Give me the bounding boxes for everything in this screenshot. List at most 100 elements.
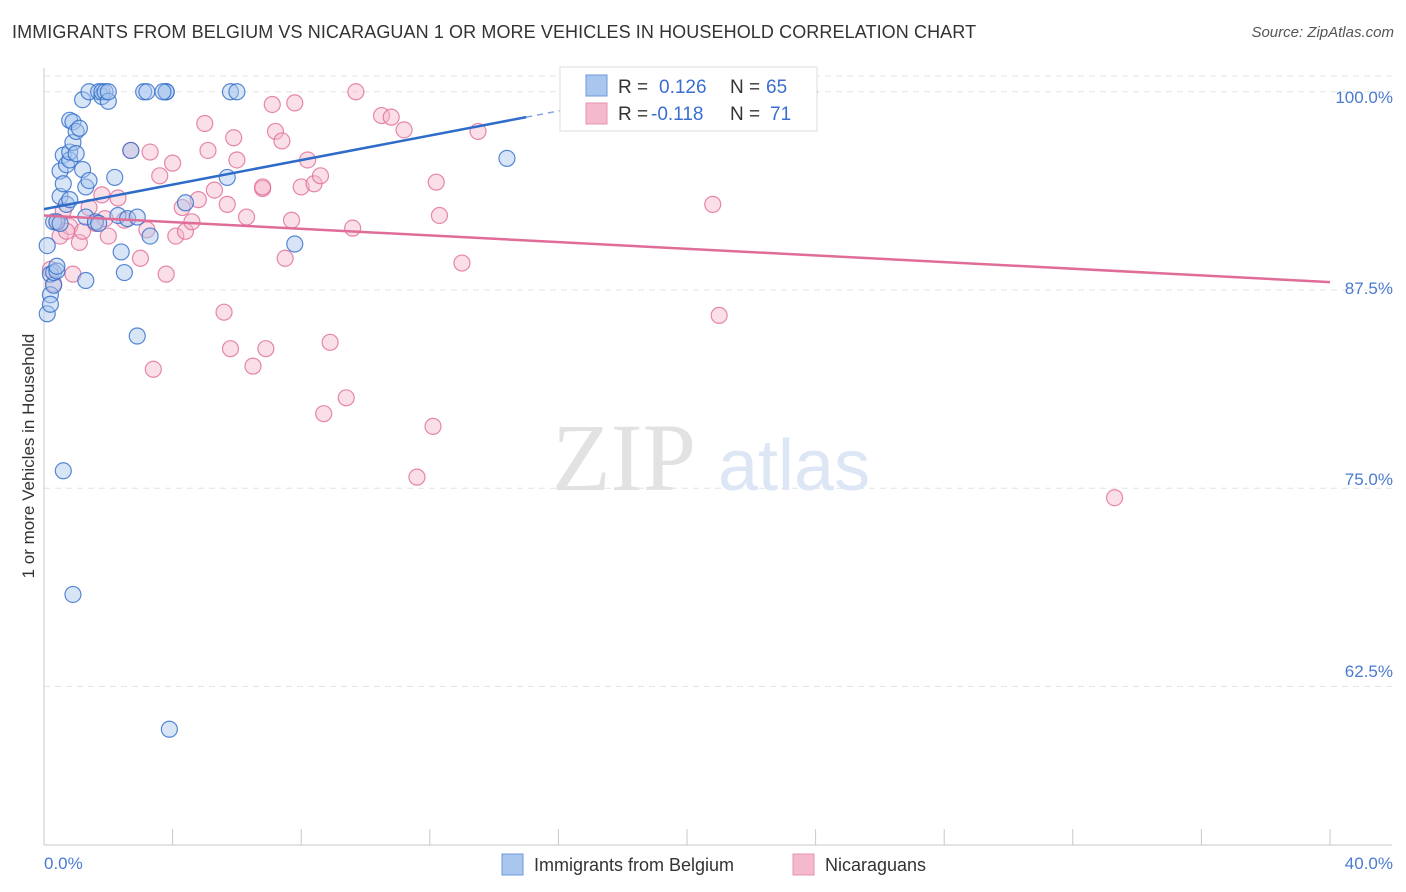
nicaraguans-point-22 bbox=[167, 227, 185, 245]
nicaraguans-point-59 bbox=[427, 173, 445, 191]
nicaraguans-point-52 bbox=[344, 219, 362, 237]
belgium-point-62 bbox=[498, 149, 516, 167]
nicaraguans-point-58 bbox=[424, 417, 442, 435]
nicaraguans-point-69 bbox=[141, 143, 159, 161]
series-belgium bbox=[38, 83, 516, 738]
y-tick-label-100: 100.0% bbox=[1335, 88, 1393, 107]
nicaraguans-point-7 bbox=[70, 233, 88, 252]
nicaraguans-point-49 bbox=[315, 405, 333, 423]
belgium-point-48 bbox=[122, 141, 140, 160]
belgium-point-49 bbox=[128, 208, 146, 226]
nicaraguans-point-45 bbox=[292, 178, 310, 196]
trend-belgium bbox=[43, 115, 527, 211]
stats-n-label-nicaraguans: N = bbox=[730, 104, 760, 125]
belgium-point-63 bbox=[154, 83, 172, 101]
stats-n-value-nicaraguans: 71 bbox=[770, 104, 791, 125]
trend-nicaraguans bbox=[43, 214, 1331, 284]
watermark-atlas: atlas bbox=[718, 426, 870, 506]
stats-n-value-belgium: 65 bbox=[766, 77, 787, 98]
belgium-point-61 bbox=[286, 235, 304, 253]
nicaraguans-point-31 bbox=[218, 195, 236, 213]
nicaraguans-point-16 bbox=[131, 249, 150, 267]
nicaraguans-point-5 bbox=[61, 217, 79, 236]
belgium-point-53 bbox=[141, 227, 159, 245]
nicaraguans-point-64 bbox=[710, 306, 728, 324]
nicaraguans-point-33 bbox=[225, 129, 243, 147]
nicaraguans-point-34 bbox=[228, 151, 246, 169]
belgium-point-25 bbox=[64, 113, 82, 131]
y-axis-label: 1 or more Vehicles in Household bbox=[19, 334, 38, 579]
nicaraguans-point-63 bbox=[704, 195, 722, 213]
y-tick-labels: 100.0% 87.5% 75.0% 62.5% bbox=[1335, 88, 1393, 681]
nicaraguans-point-13 bbox=[109, 189, 127, 207]
bottom-legend-swatch-belgium bbox=[501, 853, 524, 876]
nicaraguans-point-50 bbox=[321, 333, 339, 351]
nicaraguans-point-20 bbox=[157, 265, 175, 283]
belgium-point-41 bbox=[99, 92, 117, 110]
belgium-point-28 bbox=[70, 119, 88, 137]
chart-source: Source: ZipAtlas.com bbox=[1251, 24, 1394, 41]
belgium-point-58 bbox=[218, 168, 236, 187]
nicaraguans-point-30 bbox=[215, 303, 233, 321]
stats-legend-swatch-belgium bbox=[585, 74, 608, 97]
nicaraguans-point-66 bbox=[1105, 489, 1124, 507]
belgium-point-14 bbox=[54, 175, 72, 193]
belgium-point-50 bbox=[128, 327, 146, 345]
nicaraguans-point-51 bbox=[337, 389, 355, 407]
nicaraguans-point-18 bbox=[144, 360, 162, 378]
nicaraguans-point-41 bbox=[273, 132, 291, 150]
belgium-point-24 bbox=[64, 585, 82, 604]
nicaraguans-point-35 bbox=[237, 208, 256, 226]
stats-r-label-belgium: R = bbox=[618, 77, 648, 98]
nicaraguans-point-57 bbox=[408, 468, 426, 486]
belgium-point-26 bbox=[67, 122, 85, 141]
belgium-point-42 bbox=[99, 83, 117, 101]
stats-r-label-nicaraguans: R = bbox=[618, 104, 648, 125]
belgium-point-45 bbox=[112, 243, 130, 261]
nicaraguans-point-61 bbox=[453, 254, 471, 272]
belgium-point-6 bbox=[45, 276, 63, 294]
nicaraguans-point-53 bbox=[347, 83, 365, 101]
nicaraguans-point-44 bbox=[286, 94, 304, 112]
nicaraguans-point-48 bbox=[311, 167, 330, 185]
belgium-point-32 bbox=[77, 271, 95, 290]
x-tick-label-min: 0.0% bbox=[44, 854, 83, 873]
belgium-point-43 bbox=[106, 168, 124, 187]
x-tick-label-max: 40.0% bbox=[1345, 854, 1393, 873]
nicaraguans-point-11 bbox=[93, 186, 111, 204]
nicaraguans-point-26 bbox=[189, 191, 207, 209]
belgium-point-27 bbox=[67, 145, 85, 163]
watermark: ZIP atlas bbox=[552, 404, 870, 511]
stats-legend-swatch-nicaraguans bbox=[585, 102, 608, 125]
nicaraguans-point-42 bbox=[276, 249, 294, 267]
nicaraguans-point-43 bbox=[282, 211, 301, 229]
nicaraguans-point-32 bbox=[221, 340, 240, 358]
nicaraguans-point-39 bbox=[263, 95, 281, 114]
belgium-point-15 bbox=[54, 462, 72, 480]
gridlines bbox=[44, 75, 1392, 687]
belgium-point-59 bbox=[221, 83, 240, 101]
belgium-point-0 bbox=[38, 237, 56, 255]
watermark-zip: ZIP bbox=[552, 404, 696, 511]
belgium-point-60 bbox=[228, 83, 246, 101]
belgium-point-2 bbox=[41, 286, 60, 304]
stats-legend: R = 0.126 N = 65 R = -0.118 N = 71 bbox=[559, 66, 818, 132]
belgium-point-22 bbox=[61, 143, 79, 161]
belgium-point-46 bbox=[115, 263, 133, 282]
nicaraguans-point-40 bbox=[266, 122, 285, 141]
bottom-legend: Immigrants from Belgium Nicaraguans bbox=[501, 853, 926, 876]
stats-r-value-belgium: 0.126 bbox=[659, 77, 707, 98]
belgium-point-57 bbox=[176, 194, 195, 212]
nicaraguans-point-70 bbox=[254, 178, 272, 196]
nicaraguans-point-21 bbox=[164, 154, 182, 172]
belgium-point-1 bbox=[38, 305, 56, 323]
belgium-point-18 bbox=[57, 156, 76, 174]
belgium-point-56 bbox=[160, 720, 178, 738]
belgium-point-23 bbox=[64, 133, 82, 152]
y-tick-label-87-5: 87.5% bbox=[1345, 279, 1393, 298]
x-ticks bbox=[43, 829, 1331, 845]
nicaraguans-point-12 bbox=[99, 227, 117, 245]
belgium-point-3 bbox=[41, 295, 60, 313]
belgium-point-34 bbox=[80, 171, 98, 190]
